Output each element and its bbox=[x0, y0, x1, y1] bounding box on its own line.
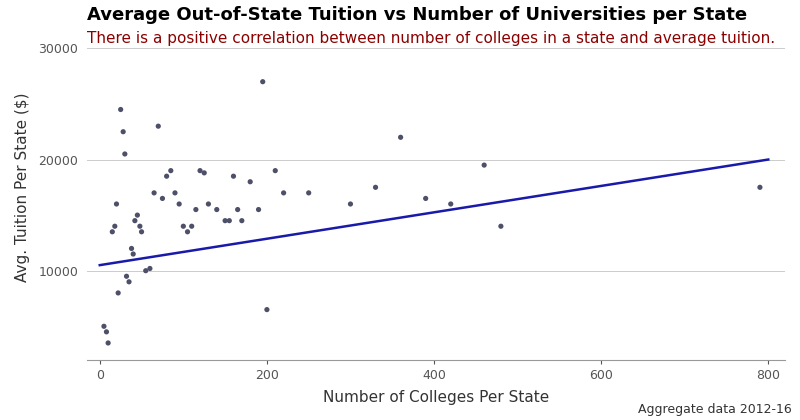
Text: Average Out-of-State Tuition vs Number of Universities per State: Average Out-of-State Tuition vs Number o… bbox=[87, 6, 747, 24]
Point bbox=[117, 129, 130, 135]
Point bbox=[135, 228, 148, 235]
Point bbox=[181, 228, 194, 235]
Point bbox=[131, 212, 144, 218]
Point bbox=[112, 289, 125, 296]
Point bbox=[194, 167, 206, 174]
Text: Aggregate data 2012-16: Aggregate data 2012-16 bbox=[638, 403, 792, 416]
Point bbox=[261, 306, 274, 313]
Point bbox=[444, 201, 457, 207]
Point bbox=[231, 206, 244, 213]
Point bbox=[198, 170, 210, 176]
Point bbox=[109, 223, 122, 230]
Point bbox=[125, 245, 138, 252]
Point bbox=[202, 201, 215, 207]
Point bbox=[754, 184, 766, 191]
Point bbox=[148, 189, 161, 196]
Point bbox=[160, 173, 173, 180]
Point bbox=[126, 251, 139, 257]
Point bbox=[478, 162, 490, 168]
Point bbox=[419, 195, 432, 202]
Point bbox=[235, 217, 248, 224]
Point bbox=[110, 201, 123, 207]
Point bbox=[394, 134, 407, 141]
Point bbox=[118, 151, 131, 158]
Point bbox=[143, 265, 156, 272]
X-axis label: Number of Colleges Per State: Number of Colleges Per State bbox=[323, 390, 550, 405]
Point bbox=[223, 217, 236, 224]
Point bbox=[302, 189, 315, 196]
Point bbox=[190, 206, 202, 213]
Point bbox=[134, 223, 146, 230]
Point bbox=[100, 328, 113, 335]
Point bbox=[369, 184, 382, 191]
Point bbox=[122, 278, 135, 285]
Point bbox=[156, 195, 169, 202]
Point bbox=[114, 106, 127, 113]
Point bbox=[129, 217, 142, 224]
Point bbox=[227, 173, 240, 180]
Point bbox=[139, 268, 152, 274]
Point bbox=[98, 323, 110, 330]
Point bbox=[218, 217, 231, 224]
Point bbox=[344, 201, 357, 207]
Point bbox=[152, 123, 165, 129]
Point bbox=[269, 167, 282, 174]
Point bbox=[278, 189, 290, 196]
Point bbox=[169, 189, 182, 196]
Point bbox=[252, 206, 265, 213]
Point bbox=[244, 178, 257, 185]
Y-axis label: Avg. Tuition Per State ($): Avg. Tuition Per State ($) bbox=[15, 92, 30, 282]
Point bbox=[256, 79, 269, 85]
Point bbox=[120, 273, 133, 280]
Point bbox=[177, 223, 190, 230]
Point bbox=[173, 201, 186, 207]
Point bbox=[102, 340, 114, 346]
Point bbox=[106, 228, 118, 235]
Text: There is a positive correlation between number of colleges in a state and averag: There is a positive correlation between … bbox=[87, 32, 775, 47]
Point bbox=[186, 223, 198, 230]
Point bbox=[494, 223, 507, 230]
Point bbox=[210, 206, 223, 213]
Point bbox=[165, 167, 178, 174]
